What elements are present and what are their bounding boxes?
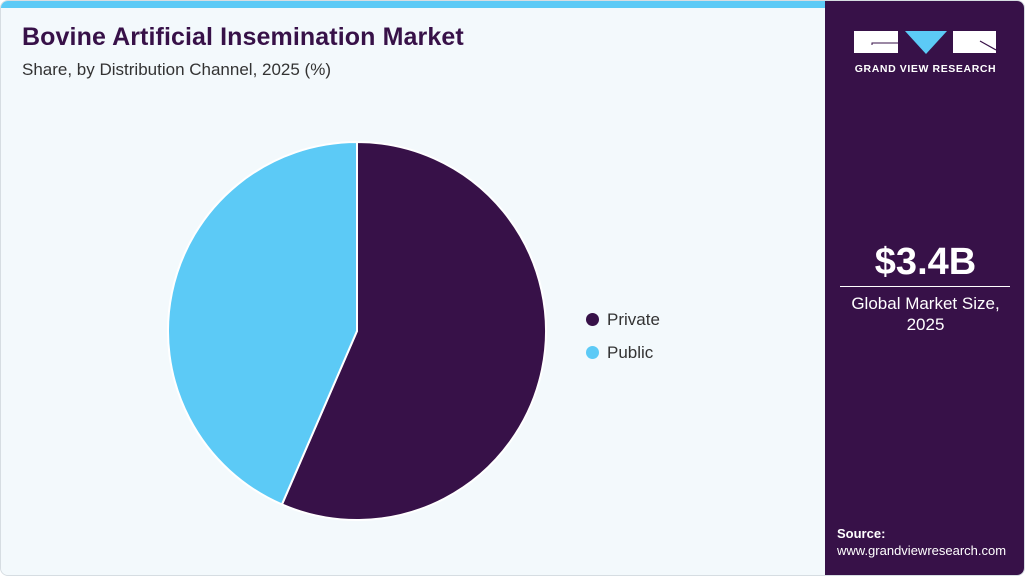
legend-label-private: Private	[607, 309, 660, 329]
market-size-label-line1: Global Market Size,	[851, 294, 1000, 313]
accent-bar	[1, 1, 825, 8]
pie-slice-public	[167, 141, 358, 506]
chart-title: Bovine Artificial Insemination Market	[22, 23, 464, 51]
info-sidebar: GRAND VIEW RESEARCH $3.4B Global Market …	[825, 1, 1024, 575]
chart-subtitle: Share, by Distribution Channel, 2025 (%)	[22, 60, 331, 79]
source-label: Source:	[837, 526, 886, 541]
pie-chart	[167, 141, 547, 521]
legend-dot-public	[586, 346, 599, 359]
grand-view-research-logo-icon	[854, 31, 996, 54]
market-size-label: Global Market Size, 2025	[825, 293, 1024, 335]
divider	[840, 286, 1010, 287]
legend-label-public: Public	[607, 342, 654, 362]
legend-dot-private	[586, 313, 599, 326]
source-url: www.grandviewresearch.com	[837, 543, 1007, 558]
legend: Private Public	[586, 303, 660, 369]
logo-text: GRAND VIEW RESEARCH	[854, 63, 997, 75]
legend-item-public: Public	[586, 336, 660, 369]
legend-item-private: Private	[586, 303, 660, 336]
market-size-label-line2: 2025	[906, 315, 945, 334]
pie-slice-private	[280, 141, 547, 521]
market-size-value: $3.4B	[874, 241, 977, 283]
